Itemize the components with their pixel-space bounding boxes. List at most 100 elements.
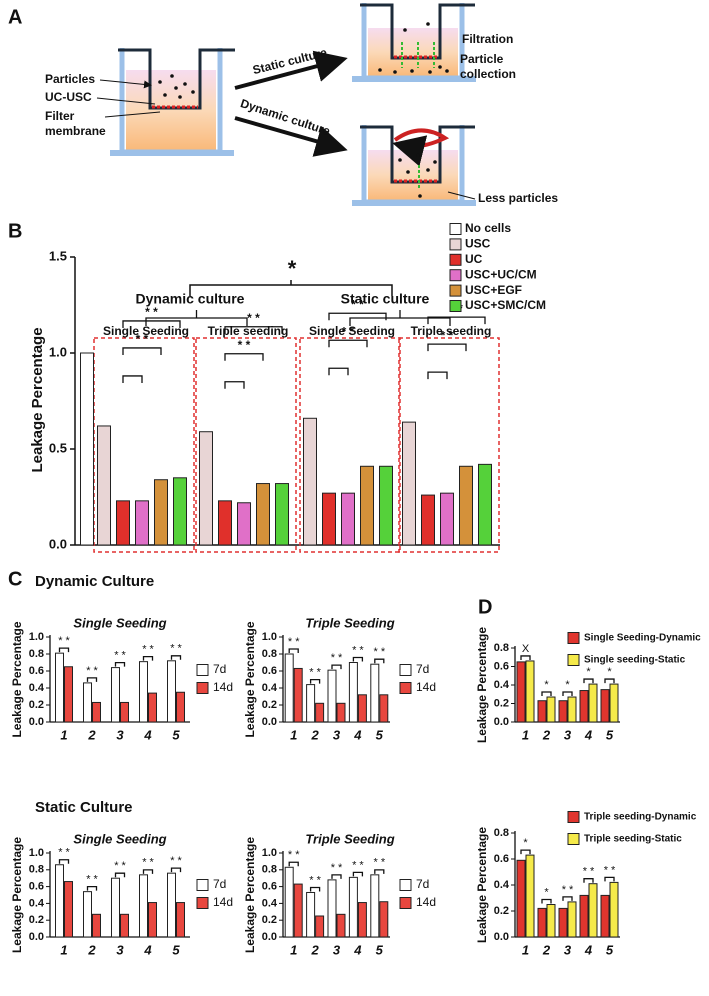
well-base [110, 150, 234, 156]
significance: * * [288, 636, 300, 648]
legend-swatch [449, 300, 462, 312]
significance: * * [331, 652, 343, 664]
bar [92, 701, 101, 723]
bracket [374, 869, 385, 874]
significance: * * [309, 874, 321, 886]
group-label: Triple seeding [411, 324, 492, 338]
bar [357, 694, 367, 723]
bar [546, 904, 556, 938]
y-tick-label: 0.0 [262, 716, 277, 728]
bar [537, 700, 547, 723]
panel-label: B [8, 220, 22, 242]
legend-swatch [567, 632, 580, 644]
significance: * * [288, 849, 300, 861]
y-tick-label: 0.2 [262, 914, 277, 926]
bar [284, 653, 294, 723]
bar [357, 902, 367, 938]
legend-label: Triple seeding-Dynamic [584, 812, 697, 823]
pointer [99, 79, 152, 89]
particles [158, 74, 195, 99]
bracket [114, 661, 126, 667]
arrow [234, 50, 348, 90]
y-tick-label: 0.0 [29, 716, 44, 728]
bar [600, 894, 610, 938]
bar [293, 883, 303, 938]
bracket [562, 691, 573, 697]
significance: * [544, 679, 549, 691]
bar [327, 669, 337, 723]
bar [336, 913, 346, 938]
arrow [234, 116, 348, 157]
bracket [224, 353, 264, 361]
significance: * [607, 666, 612, 678]
y-tick-label: 0.8 [29, 648, 44, 660]
legend-swatch [449, 253, 462, 266]
significance: * [523, 837, 528, 849]
bar [167, 872, 176, 938]
x-tick-label: 2 [542, 727, 551, 742]
y-tick-label: 0.8 [262, 864, 277, 876]
legend-label: 14d [416, 680, 436, 694]
legend-swatch [567, 833, 580, 845]
significance: * * [441, 328, 454, 342]
bracket [170, 655, 182, 660]
x-tick-label: 5 [172, 942, 180, 957]
bar [97, 425, 111, 546]
bracket [328, 367, 349, 376]
legend-label: 14d [213, 895, 233, 909]
legend-label: Triple seeding-Static [584, 834, 682, 845]
y-tick-label: 1.0 [262, 631, 277, 643]
label: Filter [45, 109, 75, 123]
label: collection [460, 67, 516, 81]
bar [167, 660, 176, 723]
group-label: Triple seeding [208, 324, 289, 338]
y-axis-label: Leakage Percentage [243, 621, 257, 737]
legend-label: Single seeding-Static [584, 655, 686, 666]
bar [148, 692, 157, 723]
well-base [352, 200, 476, 206]
bracket [309, 678, 321, 684]
bar [322, 492, 336, 546]
bracket [427, 316, 486, 325]
bracket [328, 339, 368, 348]
bracket [142, 869, 154, 874]
x-tick-label: 4 [584, 727, 593, 742]
y-tick-label: 0.0 [29, 931, 44, 943]
y-tick-label: 0.8 [29, 864, 44, 876]
bracket [142, 656, 154, 661]
bracket [520, 655, 531, 660]
bracket [58, 859, 70, 864]
bar [303, 417, 317, 546]
bar [199, 431, 213, 546]
bar [360, 465, 374, 546]
bar [154, 479, 168, 546]
y-tick-label: 0.2 [29, 914, 44, 926]
bracket [122, 347, 162, 355]
bracket [122, 375, 143, 383]
bracket [170, 867, 182, 873]
bar [111, 667, 120, 723]
legend-label: USC+EGF [465, 283, 522, 297]
x-tick-label: 2 [310, 727, 319, 742]
bar [218, 500, 232, 546]
legend-swatch [196, 682, 209, 694]
bracket [86, 885, 98, 891]
significance: * * [170, 643, 182, 655]
bar [336, 702, 346, 723]
group-box [195, 337, 297, 553]
bar [64, 666, 73, 723]
legend-swatch [449, 269, 462, 282]
label: Particles [45, 72, 95, 86]
significance: * * [58, 635, 70, 647]
legend-swatch [567, 654, 580, 666]
y-tick-label: 0.0 [494, 716, 509, 728]
bar [315, 915, 325, 938]
bar [402, 421, 416, 546]
y-tick-label: 0.2 [29, 699, 44, 711]
y-tick-label: 0.4 [262, 682, 278, 694]
chart-title: Triple Seeding [305, 615, 394, 630]
bracket [352, 871, 364, 877]
x-tick-label: 3 [333, 942, 341, 957]
group-label: Single Seeding [103, 324, 189, 338]
x-tick-label: 3 [564, 727, 572, 742]
